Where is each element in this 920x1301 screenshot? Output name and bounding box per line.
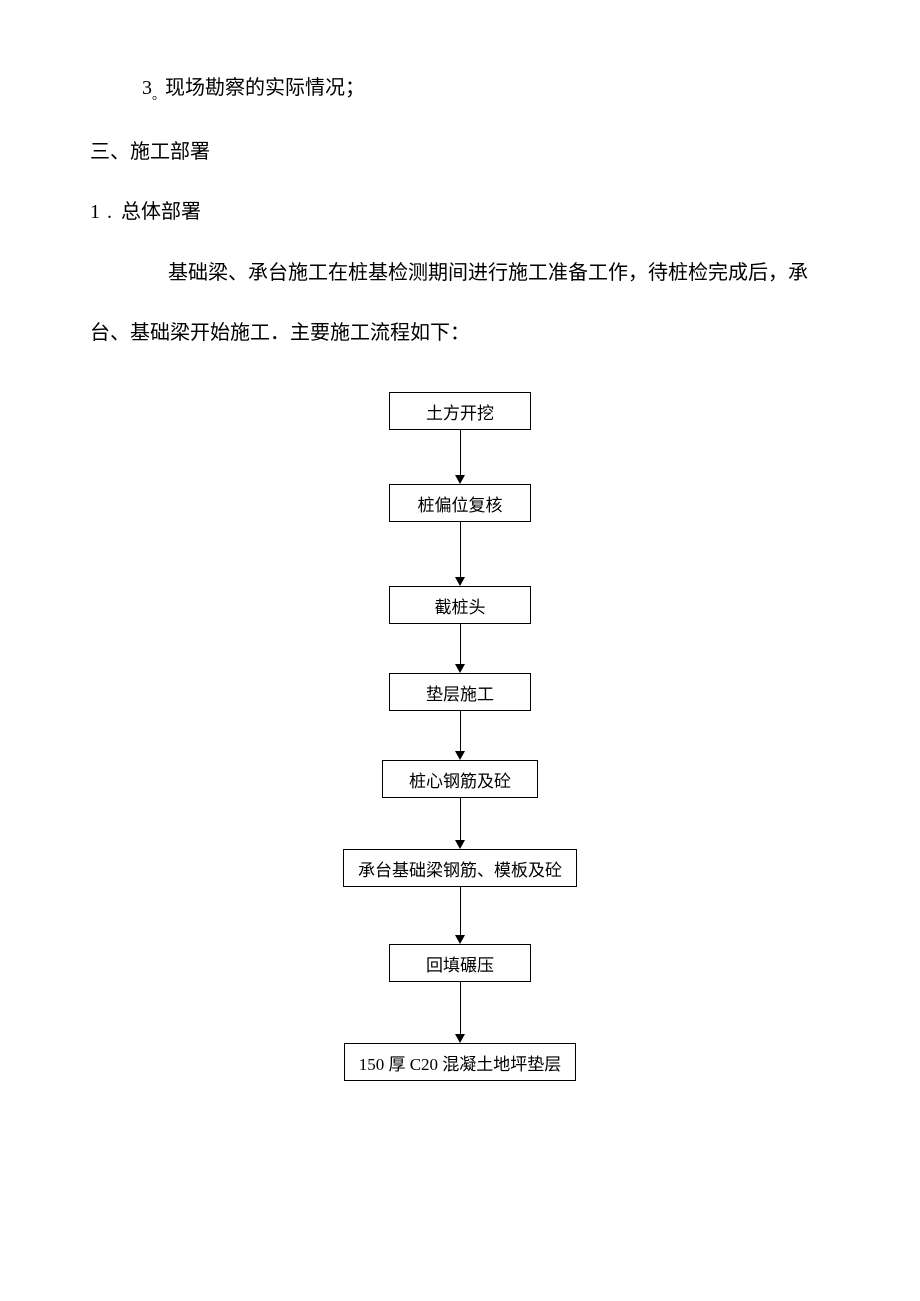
arrow-shaft: [460, 711, 461, 751]
arrow-head-icon: [455, 475, 465, 484]
arrow-shaft: [460, 798, 461, 840]
arrow-head-icon: [455, 840, 465, 849]
subheading-dot: .: [100, 201, 121, 223]
arrow-head-icon: [455, 664, 465, 673]
flow-arrow-2: [455, 522, 465, 586]
subheading-number: 1: [90, 201, 100, 223]
arrow-head-icon: [455, 1034, 465, 1043]
flow-node-5: 桩心钢筋及砼: [382, 760, 538, 798]
paragraph-line-2: 台、基础梁开始施工．主要施工流程如下：: [90, 312, 830, 354]
arrow-head-icon: [455, 935, 465, 944]
section-heading-3: 三、施工部署: [90, 134, 830, 170]
arrow-shaft: [460, 430, 461, 475]
flow-arrow-6: [455, 887, 465, 944]
arrow-head-icon: [455, 751, 465, 760]
flow-arrow-4: [455, 711, 465, 760]
flow-node-4: 垫层施工: [389, 673, 531, 711]
arrow-shaft: [460, 624, 461, 664]
subheading-1: 1 . 总体部署: [90, 194, 830, 230]
arrow-shaft: [460, 887, 461, 935]
page-content: 3。现场勘察的实际情况； 三、施工部署 1 . 总体部署 基础梁、承台施工在桩基…: [0, 0, 920, 1081]
flow-node-3: 截桩头: [389, 586, 531, 624]
flow-arrow-1: [455, 430, 465, 484]
arrow-shaft: [460, 522, 461, 577]
flow-node-8: 150 厚 C20 混凝土地坪垫层: [344, 1043, 576, 1081]
paragraph-line-1: 基础梁、承台施工在桩基检测期间进行施工准备工作，待桩检完成后，承: [90, 252, 830, 294]
subheading-text: 总体部署: [121, 201, 201, 223]
arrow-head-icon: [455, 577, 465, 586]
list-text: 现场勘察的实际情况；: [165, 77, 365, 99]
list-number: 3: [142, 77, 152, 99]
arrow-shaft: [460, 982, 461, 1034]
flow-node-2: 桩偏位复核: [389, 484, 531, 522]
list-punct: 。: [152, 87, 165, 102]
flow-arrow-5: [455, 798, 465, 849]
list-item-3: 3。现场勘察的实际情况；: [142, 70, 830, 106]
flow-node-1: 土方开挖: [389, 392, 531, 430]
flow-node-7: 回填碾压: [389, 944, 531, 982]
construction-flowchart: 土方开挖 桩偏位复核 截桩头 垫层施工 桩心钢筋及砼 承台基础梁钢筋、模板及砼: [90, 392, 830, 1081]
flow-arrow-3: [455, 624, 465, 673]
flow-arrow-7: [455, 982, 465, 1043]
flow-node-6: 承台基础梁钢筋、模板及砼: [343, 849, 577, 887]
